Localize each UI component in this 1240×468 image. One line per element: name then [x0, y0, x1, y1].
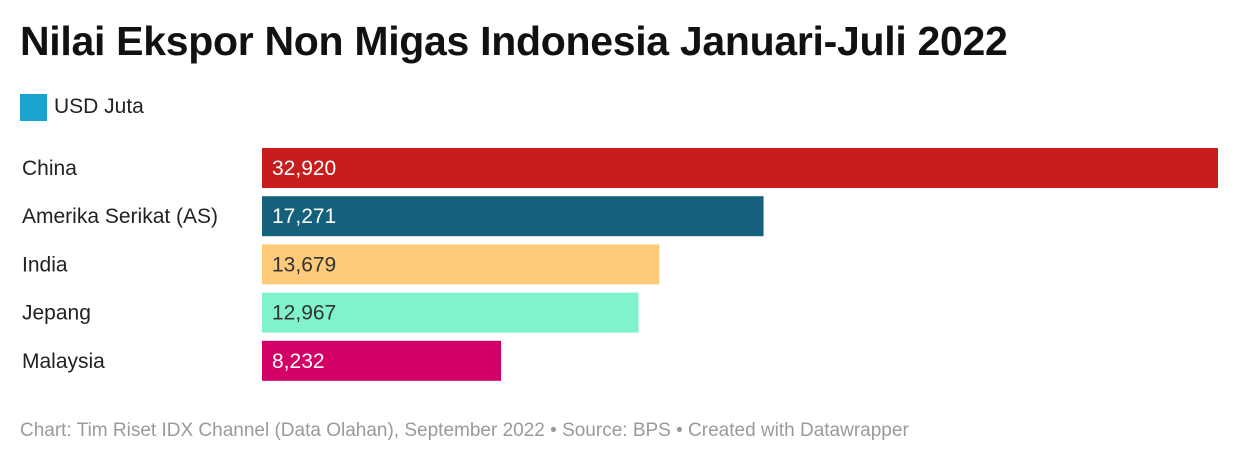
category-label: Malaysia [22, 350, 105, 373]
category-label: China [22, 157, 77, 180]
value-label: 17,271 [272, 205, 336, 228]
category-label: Jepang [22, 302, 91, 325]
category-label: Amerika Serikat (AS) [22, 205, 218, 228]
bar [262, 292, 639, 333]
bar [262, 196, 764, 237]
legend-label: USD Juta [54, 95, 144, 118]
value-label: 13,679 [272, 253, 336, 276]
bar [262, 244, 660, 285]
legend: USD Juta [20, 93, 144, 121]
chart-title: Nilai Ekspor Non Migas Indonesia Januari… [20, 18, 1008, 64]
value-label: 32,920 [272, 157, 336, 180]
chart-footer: Chart: Tim Riset IDX Channel (Data Olaha… [20, 420, 909, 441]
value-label: 8,232 [272, 350, 325, 373]
legend-swatch [20, 93, 47, 121]
bar [262, 148, 1218, 188]
category-label: India [22, 253, 68, 276]
value-label: 12,967 [272, 302, 336, 325]
bar [262, 340, 502, 381]
